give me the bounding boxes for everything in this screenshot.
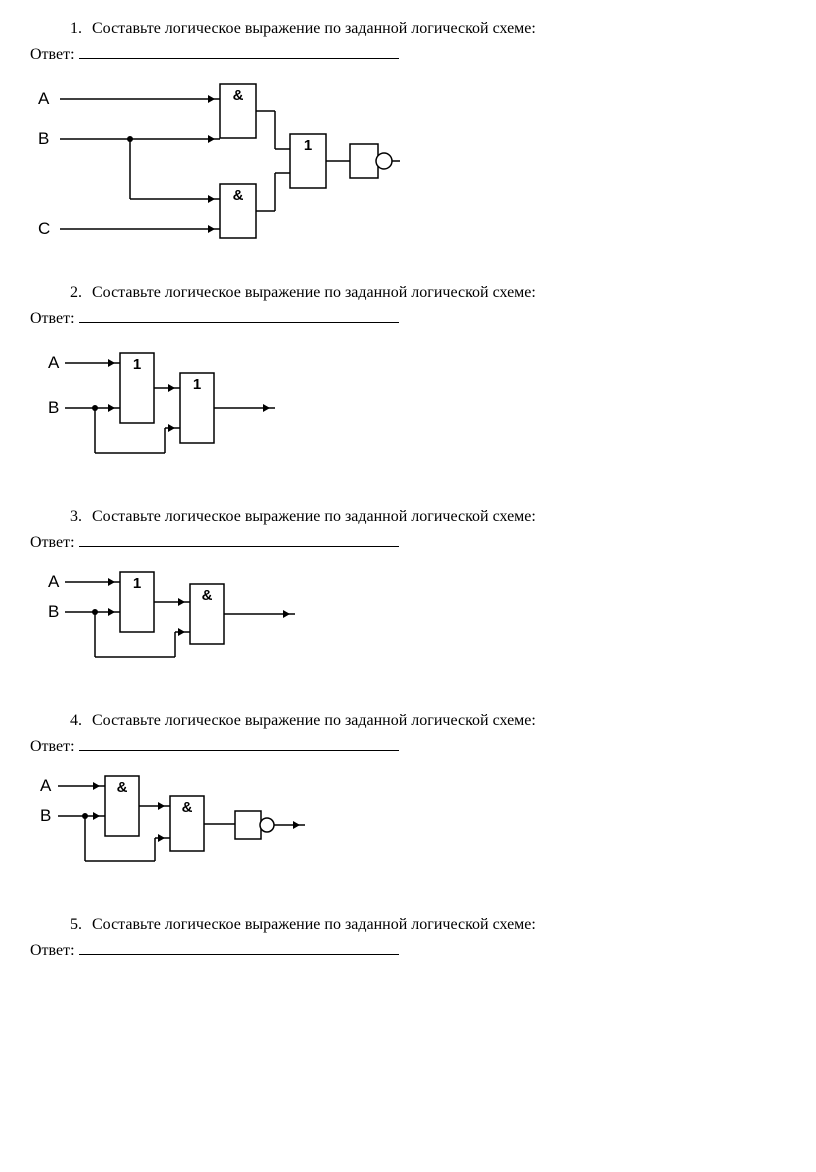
question-5-text: 5. Составьте логическое выражение по зад… bbox=[70, 916, 786, 934]
answer-blank-3[interactable] bbox=[79, 532, 399, 547]
q4-num: 4. bbox=[70, 712, 88, 730]
question-2-text: 2. Составьте логическое выражение по зад… bbox=[70, 284, 786, 302]
svg-text:&: & bbox=[233, 187, 244, 204]
answer-blank-2[interactable] bbox=[79, 308, 399, 323]
svg-text:B: B bbox=[48, 398, 59, 417]
answer-label-4: Ответ: bbox=[30, 738, 75, 755]
svg-text:&: & bbox=[182, 799, 193, 816]
question-4-text: 4. Составьте логическое выражение по зад… bbox=[70, 712, 786, 730]
answer-label-2: Ответ: bbox=[30, 310, 75, 327]
q1-text: Составьте логическое выражение по заданн… bbox=[92, 20, 536, 37]
logic-circuit-3: 1 & AB bbox=[30, 562, 320, 682]
diagram-1: & & 1 A B C bbox=[30, 74, 786, 254]
answer-blank-1[interactable] bbox=[79, 44, 399, 59]
diagram-3: 1 & AB bbox=[30, 562, 786, 682]
answer-5: Ответ: bbox=[30, 940, 786, 960]
svg-text:1: 1 bbox=[133, 356, 141, 373]
svg-text:1: 1 bbox=[133, 575, 141, 592]
question-3-text: 3. Составьте логическое выражение по зад… bbox=[70, 508, 786, 526]
svg-text:1: 1 bbox=[304, 137, 312, 154]
answer-blank-5[interactable] bbox=[79, 940, 399, 955]
logic-circuit-1: & & 1 A B C bbox=[30, 74, 400, 254]
svg-text:B: B bbox=[48, 602, 59, 621]
q2-text: Составьте логическое выражение по заданн… bbox=[92, 284, 536, 301]
question-1-text: 1. Составьте логическое выражение по зад… bbox=[70, 20, 786, 38]
svg-text:B: B bbox=[40, 806, 51, 825]
answer-2: Ответ: bbox=[30, 308, 786, 328]
svg-text:&: & bbox=[202, 587, 213, 604]
q5-text: Составьте логическое выражение по заданн… bbox=[92, 916, 536, 933]
svg-text:&: & bbox=[233, 87, 244, 104]
svg-text:A: A bbox=[48, 572, 60, 591]
svg-text:&: & bbox=[117, 779, 128, 796]
svg-text:B: B bbox=[38, 129, 49, 148]
q2-num: 2. bbox=[70, 284, 88, 302]
question-4: 4. Составьте логическое выражение по зад… bbox=[30, 712, 786, 886]
question-5: 5. Составьте логическое выражение по зад… bbox=[30, 916, 786, 960]
answer-label-1: Ответ: bbox=[30, 46, 75, 63]
answer-3: Ответ: bbox=[30, 532, 786, 552]
logic-circuit-2: 1 1 A B bbox=[30, 338, 310, 478]
q3-text: Составьте логическое выражение по заданн… bbox=[92, 508, 536, 525]
q5-num: 5. bbox=[70, 916, 88, 934]
q4-text: Составьте логическое выражение по заданн… bbox=[92, 712, 536, 729]
question-1: 1. Составьте логическое выражение по зад… bbox=[30, 20, 786, 254]
svg-text:C: C bbox=[38, 219, 50, 238]
svg-text:A: A bbox=[38, 89, 50, 108]
q3-num: 3. bbox=[70, 508, 88, 526]
answer-1: Ответ: bbox=[30, 44, 786, 64]
question-3: 3. Составьте логическое выражение по зад… bbox=[30, 508, 786, 682]
q1-num: 1. bbox=[70, 20, 88, 38]
svg-text:A: A bbox=[48, 353, 60, 372]
answer-blank-4[interactable] bbox=[79, 736, 399, 751]
question-2: 2. Составьте логическое выражение по зад… bbox=[30, 284, 786, 478]
logic-circuit-4: & & AB bbox=[30, 766, 330, 886]
answer-label-3: Ответ: bbox=[30, 534, 75, 551]
svg-text:A: A bbox=[40, 776, 52, 795]
answer-4: Ответ: bbox=[30, 736, 786, 756]
diagram-4: & & AB bbox=[30, 766, 786, 886]
answer-label-5: Ответ: bbox=[30, 942, 75, 959]
svg-text:1: 1 bbox=[193, 376, 201, 393]
diagram-2: 1 1 A B bbox=[30, 338, 786, 478]
